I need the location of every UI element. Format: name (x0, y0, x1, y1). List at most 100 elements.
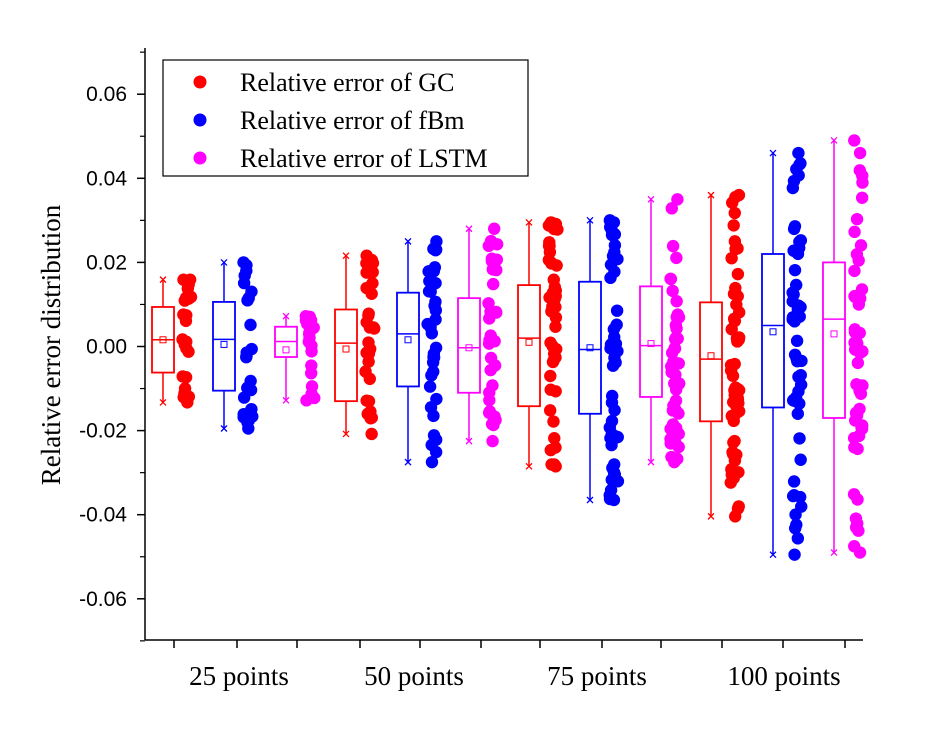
data-point (543, 239, 556, 253)
extreme-marker (647, 195, 655, 203)
data-point (603, 421, 617, 434)
data-point (483, 386, 496, 399)
data-point (848, 540, 861, 553)
y-tick-label: 0.04 (86, 167, 127, 190)
extreme-marker (404, 458, 412, 466)
data-point (670, 251, 683, 265)
data-point (544, 369, 557, 383)
data-point (365, 411, 379, 424)
data-point (786, 286, 799, 299)
data-point (850, 212, 864, 226)
data-point (429, 445, 443, 459)
data-point (424, 285, 437, 298)
extreme-marker (465, 225, 473, 233)
data-point (729, 398, 743, 412)
data-point (366, 277, 379, 290)
data-point (304, 366, 318, 380)
legend-marker (193, 151, 207, 165)
mean-marker (342, 345, 350, 353)
box (517, 284, 541, 408)
data-point (425, 455, 439, 469)
data-point (732, 306, 746, 319)
data-point (245, 342, 258, 356)
extreme-marker (525, 462, 533, 470)
data-point (176, 370, 189, 383)
data-point (485, 252, 499, 265)
axes: -0.06 -0.04 -0.02 0.00 0.02 0.04 0.06 25 points… (79, 48, 863, 691)
data-point (178, 387, 191, 400)
data-point (725, 409, 738, 423)
extreme-marker (769, 551, 777, 559)
mean-marker (769, 328, 777, 336)
data-point (551, 223, 564, 236)
data-point (854, 387, 868, 400)
x-group-label: 25 points (189, 661, 289, 691)
data-point (852, 254, 865, 267)
data-point (429, 313, 442, 326)
data-point (605, 228, 619, 242)
data-point (305, 345, 318, 358)
mean-marker (465, 344, 473, 352)
data-point (486, 277, 500, 291)
data-point (548, 432, 561, 445)
data-point (669, 318, 683, 332)
box (457, 297, 481, 394)
data-point (853, 164, 867, 177)
data-point (725, 468, 738, 481)
mean-marker (707, 352, 715, 360)
legend-label: Relative error of fBm (240, 106, 465, 135)
data-point (302, 335, 316, 349)
mean-marker (586, 344, 594, 352)
legend-label: Relative error of LSTM (240, 144, 488, 173)
box (639, 285, 663, 398)
data-point (790, 518, 803, 532)
data-point (855, 191, 869, 204)
data-point (728, 235, 742, 248)
data-point (237, 391, 251, 404)
data-point (848, 290, 862, 304)
data-point (610, 304, 624, 317)
data-point (795, 354, 808, 368)
extreme-marker (586, 496, 594, 504)
data-point (547, 273, 560, 286)
extreme-marker (159, 276, 167, 284)
x-group-label: 100 points (727, 661, 840, 691)
data-point (365, 427, 378, 441)
data-point (244, 374, 257, 388)
data-point (427, 265, 441, 278)
mean-marker (647, 340, 655, 348)
legend-marker (193, 113, 207, 127)
data-point (603, 492, 617, 506)
extreme-marker (830, 136, 838, 144)
data-point (664, 272, 677, 285)
data-point (848, 323, 862, 336)
data-point (848, 134, 861, 147)
data-point (853, 146, 867, 160)
extreme-marker (342, 252, 350, 260)
y-tick-label: -0.02 (79, 420, 127, 443)
data-point (851, 356, 865, 370)
data-point (182, 345, 195, 358)
data-point (608, 246, 621, 259)
data-point (367, 321, 380, 334)
data-point (360, 394, 373, 407)
data-point (667, 355, 680, 369)
data-point (429, 295, 442, 308)
data-point (484, 351, 498, 365)
data-point (427, 429, 441, 442)
data-point (794, 157, 807, 170)
data-point (425, 369, 438, 382)
data-point (240, 264, 253, 277)
box (822, 261, 846, 419)
data-point (611, 475, 625, 488)
extreme-marker (342, 430, 350, 438)
box (334, 308, 358, 403)
extreme-marker (159, 398, 167, 406)
x-group-label: 75 points (547, 661, 647, 691)
data-point (423, 380, 437, 393)
data-point (727, 219, 740, 232)
box (396, 291, 420, 388)
data-point (604, 271, 617, 285)
data-point (847, 488, 861, 501)
